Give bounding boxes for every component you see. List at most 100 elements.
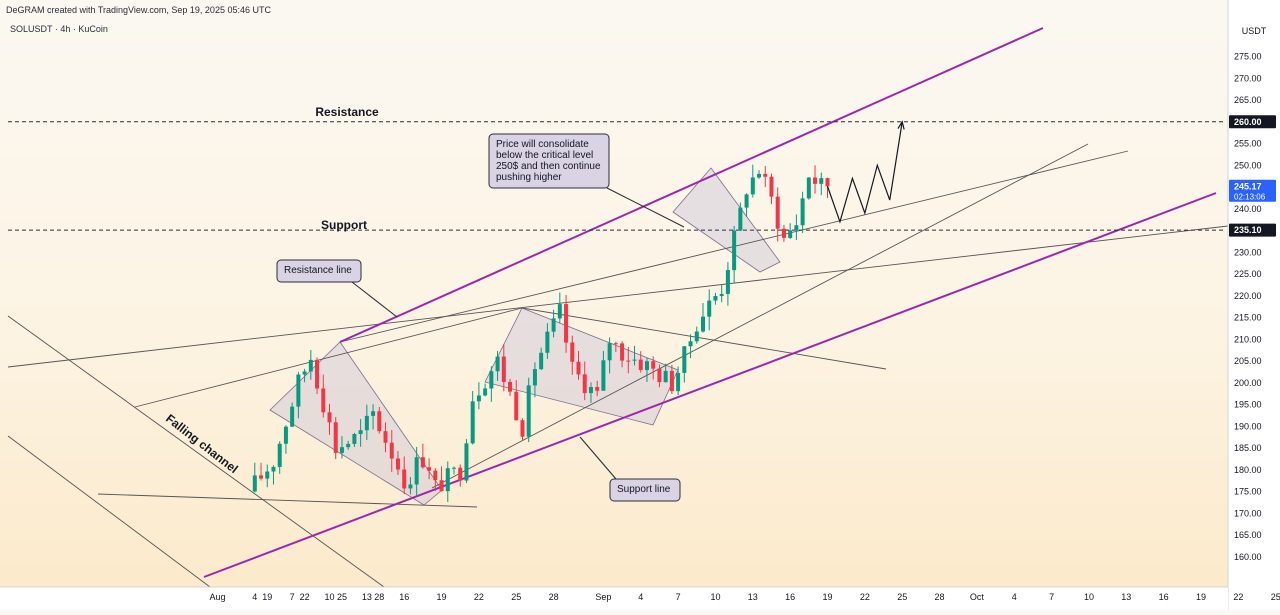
candle-body [557,304,562,319]
price-tick: 170.00 [1234,508,1262,518]
candle [763,165,768,188]
candle [520,418,525,441]
candle [539,347,544,371]
candle-body [271,466,276,472]
candle [389,430,394,472]
trendline-3 [134,307,523,408]
trendline-2 [7,435,211,588]
trendline-6 [7,225,1229,368]
resistance-line-callout-box [276,259,362,283]
candle-body [389,442,394,459]
candle-body [738,207,743,231]
candle-body [414,457,419,485]
channel-upper-line [339,27,1044,343]
candle [458,464,463,487]
candle [757,170,762,179]
forecast-note-callout-text: pushing higher [496,172,562,183]
candle-body [395,458,400,470]
trendline-1 [7,315,385,588]
candle-body [713,296,718,301]
candle-body [725,270,730,294]
candle [252,462,257,493]
candle-body [383,431,388,443]
candle [620,341,625,368]
projection-path [826,121,903,224]
candle-body [252,475,257,492]
candle [265,464,270,488]
candle [626,347,631,374]
candle [333,416,338,460]
support-line-callout-text: Support line [617,484,671,495]
candle-body [402,469,407,489]
candle-body [620,343,625,361]
time-tick: 16 [1159,592,1169,602]
resistance-price-badge: 260.00 [1234,117,1262,127]
falling-channel-label: Falling channel [163,411,240,476]
time-tick: 28 [374,592,384,602]
candle [420,443,425,469]
candle [781,224,786,242]
time-tick: 22 [1233,592,1243,602]
candle-body [545,331,550,353]
forecast-note-callout-pointer [606,187,685,228]
candle [669,364,674,394]
candle [657,364,662,388]
candle [632,345,637,366]
time-tick: 10 [710,592,720,602]
time-tick: 7 [676,592,681,602]
candle-body [750,177,755,195]
candle [557,292,562,324]
time-tick: 16 [399,592,409,602]
candle-body [632,359,637,361]
price-tick: 275.00 [1234,52,1262,62]
candle [271,465,276,485]
candle-body [707,300,712,317]
time-tick: 22 [474,592,484,602]
candle-body [514,391,519,421]
candle [489,366,494,402]
candle-body [476,395,481,402]
trendline-8 [431,143,1089,489]
candle-body [607,343,612,361]
time-tick: Oct [970,592,985,602]
candle-body [352,434,357,444]
candle [259,462,264,481]
candle-body [582,374,587,394]
candle-body [508,381,513,392]
candle [732,225,737,283]
time-tick: 13 [362,592,372,602]
candle-body [825,178,830,187]
time-tick: 25 [337,592,347,602]
candle-body [564,304,569,343]
candle-body [663,370,668,383]
candle [296,371,301,419]
candle-body [277,443,282,467]
candle [315,357,320,395]
chart-attribution: DeGRAM created with TradingView.com, Sep… [6,5,271,15]
time-tick: Aug [209,592,225,602]
time-tick: 10 [324,592,334,602]
candle-body [657,368,662,383]
candle [682,346,687,383]
candle [346,440,351,450]
candle [395,451,400,475]
price-tick: 195.00 [1234,400,1262,410]
candle [427,458,432,480]
candle [402,456,407,495]
candle-body [576,361,581,375]
price-tick: 250.00 [1234,160,1262,170]
candle-body [819,178,824,184]
candle-body [452,467,456,469]
time-tick: 7 [290,592,295,602]
candle [775,187,780,242]
support-line-callout-pointer [579,436,617,480]
candle [819,172,824,196]
candle [277,441,282,474]
candle-body [439,480,444,492]
price-tick: 180.00 [1234,465,1262,475]
current-price-badge-bg [1229,179,1276,202]
candle [414,446,419,497]
candle-body [613,343,618,345]
